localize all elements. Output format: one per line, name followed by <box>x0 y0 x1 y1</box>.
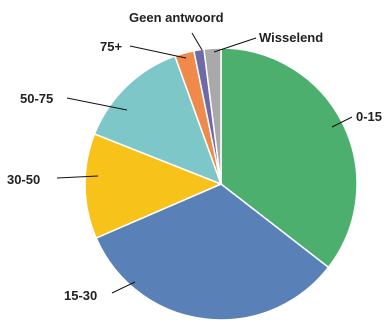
leader-line <box>213 37 257 53</box>
pie-slice-50-75 <box>93 55 223 186</box>
slice-label: Geen antwoord <box>129 10 224 25</box>
slice-label: Wisselend <box>259 30 323 45</box>
slice-label: 30-50 <box>7 172 40 187</box>
leader-line <box>66 97 128 111</box>
leader-line <box>191 32 203 51</box>
leader-line <box>56 175 99 179</box>
slice-label: 50-75 <box>20 91 53 106</box>
leader-line <box>111 281 136 294</box>
slice-label: 15-30 <box>64 288 97 303</box>
pie-slice-0-15 <box>220 47 358 269</box>
leader-line <box>129 45 187 59</box>
pie-slices <box>84 47 358 320</box>
pie-slice-15-30 <box>95 183 330 320</box>
pie-slice-30-50 <box>84 132 223 239</box>
leader-lines <box>56 32 353 294</box>
slice-labels: 0-15 15-30 30-50 50-75 75+ Geen antwoord Wisse… <box>7 10 382 303</box>
slice-label: 0-15 <box>356 109 382 124</box>
leader-line <box>331 116 353 128</box>
slice-label: 75+ <box>100 39 122 54</box>
pie-slice-wisselend <box>203 47 222 185</box>
